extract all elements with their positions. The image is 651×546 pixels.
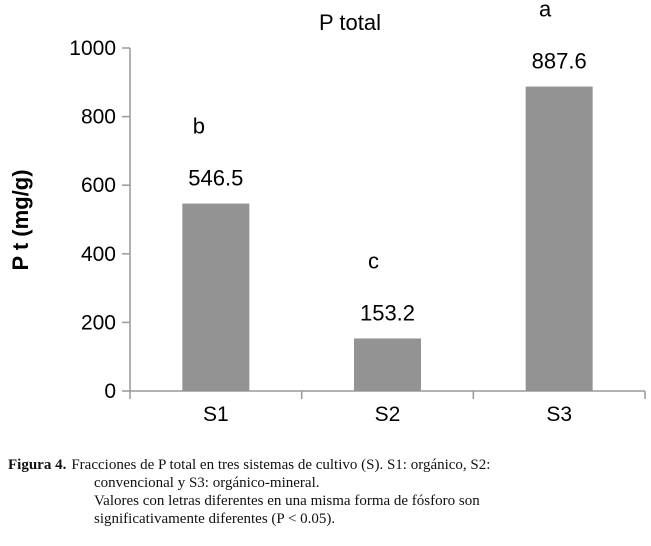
- figure-caption: Figura 4. Fracciones de P total en tres …: [8, 456, 648, 528]
- significance-letter: c: [368, 248, 379, 273]
- y-axis-label: P t (mg/g): [8, 169, 33, 270]
- bar-s3: [525, 86, 593, 392]
- caption-body: Fracciones de P total en tres sistemas d…: [71, 456, 648, 474]
- data-label: 546.5: [188, 166, 243, 191]
- bars: [182, 86, 593, 392]
- data-labels: 546.5 b 153.2 c 887.6 a: [188, 0, 586, 325]
- x-axis: S1 S2 S3: [129, 390, 646, 426]
- y-tick-label: 800: [81, 106, 116, 129]
- caption-label: Figura 4.: [8, 457, 67, 473]
- y-tick-label: 1000: [69, 37, 116, 60]
- y-tick-label: 400: [81, 243, 116, 266]
- x-tick-label: S3: [546, 403, 572, 426]
- caption-line-4: significativamente diferentes (P < 0.05)…: [94, 511, 336, 527]
- bar-s1: [182, 203, 250, 391]
- data-label: 887.6: [532, 49, 587, 74]
- bar-s2: [354, 338, 421, 391]
- data-label: 153.2: [360, 300, 415, 325]
- x-tick-label: S2: [375, 403, 401, 426]
- y-axis: 0 200 400 600 800 1000: [69, 37, 131, 403]
- y-tick-label: 200: [81, 311, 116, 334]
- caption-line-3: Valores con letras diferentes en una mis…: [94, 493, 480, 509]
- y-tick-label: 600: [81, 174, 116, 197]
- significance-letter: b: [193, 114, 205, 139]
- significance-letter: a: [539, 0, 552, 22]
- caption-line-2: convencional y S3: orgánico-mineral.: [94, 475, 320, 491]
- caption-line-1: Fracciones de P total en tres sistemas d…: [71, 457, 491, 473]
- chart-title: P total: [319, 10, 381, 35]
- x-tick-label: S1: [203, 403, 229, 426]
- y-tick-label: 0: [104, 380, 116, 403]
